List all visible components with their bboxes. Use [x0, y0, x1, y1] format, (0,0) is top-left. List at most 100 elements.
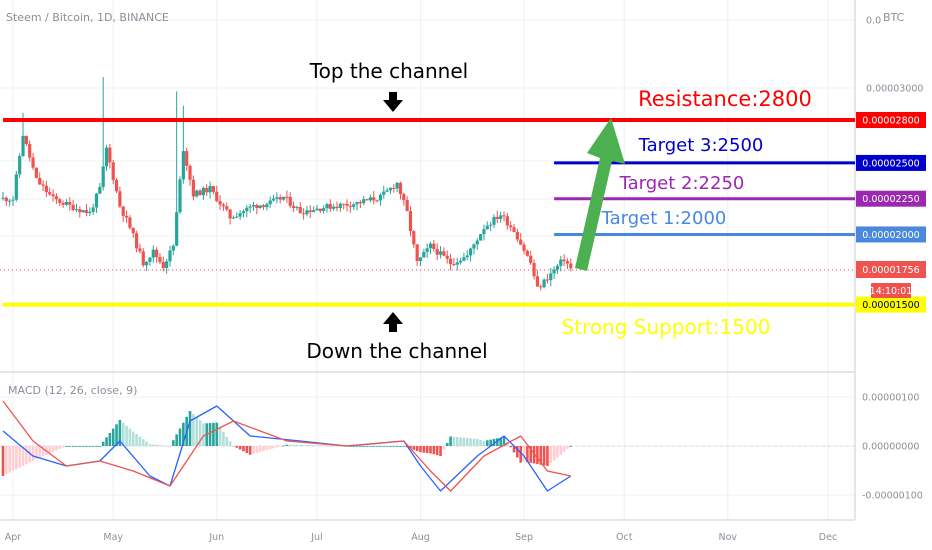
candle-2020-03-29 [1, 191, 5, 201]
candle-2020-04-27 [98, 182, 102, 195]
strong-support-price-tag: 0.00001500 [856, 296, 926, 313]
candle-2020-05-14 [155, 247, 159, 263]
candle-2020-06-23 [288, 192, 292, 208]
candle-2020-06-14 [258, 205, 262, 209]
candle-2020-04-30 [108, 144, 112, 169]
candle-2020-07-26 [398, 181, 403, 200]
candle-2020-08-13 [458, 257, 463, 265]
candle-2020-07-29 [408, 206, 413, 237]
candle-2020-08-10 [448, 253, 453, 271]
candle-2020-06-19 [275, 192, 279, 204]
svg-text:0.00001500: 0.00001500 [862, 300, 919, 311]
candle-2020-08-06 [435, 243, 439, 261]
candle-2020-06-17 [268, 196, 272, 209]
price-tick-0: 0.0 [866, 16, 881, 27]
candle-2020-05-05 [124, 210, 129, 223]
candle-2020-08-22 [489, 221, 493, 232]
candle-2020-03-31 [8, 198, 12, 207]
candle-2020-08-02 [422, 248, 426, 258]
macd-tick-2: -0.00000100 [862, 491, 923, 502]
candle-2020-08-23 [492, 214, 496, 229]
macd-tick-0: 0.00000100 [862, 393, 919, 404]
candle-2020-08-14 [462, 252, 466, 262]
candle-2020-04-19 [71, 200, 75, 212]
candle-2020-07-17 [368, 194, 372, 203]
symbol-title: Steem / Bitcoin, 1D, BINANCE [6, 11, 169, 24]
candle-2020-05-09 [138, 243, 142, 254]
candle-2020-08-03 [425, 243, 429, 258]
svg-text:0.00002250: 0.00002250 [862, 194, 919, 205]
time-tick-oct: Oct [616, 532, 633, 543]
candle-2020-05-02 [114, 178, 119, 194]
candle-2020-05-13 [151, 245, 155, 263]
svg-text:0.00002000: 0.00002000 [862, 230, 919, 241]
candle-2020-06-28 [305, 206, 309, 217]
candle-2020-05-19 [171, 244, 175, 256]
candle-2020-05-24 [188, 164, 192, 186]
annotation-layer: Top the channel Down the channel Resistanc… [306, 59, 812, 363]
candle-2020-07-24 [392, 184, 396, 193]
candle-2020-04-16 [61, 200, 65, 209]
candle-2020-04-18 [68, 197, 72, 211]
candle-2020-07-01 [315, 205, 319, 211]
candle-2020-04-20 [74, 203, 79, 213]
candle-2020-06-30 [312, 206, 316, 213]
candle-2020-08-15 [465, 250, 469, 261]
candle-2020-07-21 [382, 185, 386, 199]
candle-2020-06-08 [238, 210, 242, 220]
candle-2020-07-18 [372, 191, 376, 205]
candle-2020-05-20 [175, 91, 179, 247]
candle-2020-08-12 [455, 257, 459, 271]
candle-2020-08-28 [509, 221, 513, 232]
candle-2020-07-05 [328, 199, 332, 212]
time-tick-aug: Aug [411, 532, 430, 543]
candle-2020-08-16 [469, 247, 473, 262]
candle-2020-06-10 [245, 204, 249, 218]
candle-2020-07-25 [395, 182, 399, 193]
candle-2020-08-07 [438, 246, 443, 259]
candle-2020-06-02 [218, 195, 222, 211]
macd-macd-line [2, 405, 572, 492]
candle-2020-08-01 [418, 257, 423, 266]
candle-2020-08-30 [515, 228, 519, 243]
candle-2020-05-22 [181, 105, 185, 184]
candle-2020-06-12 [251, 201, 256, 211]
target-2-price-tag: 0.00002250 [856, 190, 926, 207]
resistance-price-tag: 0.00002800 [856, 112, 926, 128]
candle-2020-07-20 [378, 192, 383, 206]
candle-2020-04-22 [81, 209, 85, 213]
time-tick-nov: Nov [719, 532, 738, 543]
candle-2020-05-17 [165, 258, 169, 274]
candle-2020-08-26 [502, 211, 506, 222]
candle-2020-08-24 [495, 210, 499, 224]
candle-2020-07-19 [375, 199, 379, 203]
candle-2020-04-10 [41, 180, 45, 192]
candle-2020-05-25 [191, 175, 195, 201]
svg-text:0.00001756: 0.00001756 [862, 265, 919, 276]
candle-2020-09-04 [532, 259, 536, 280]
target-1-price-tag: 0.00002000 [856, 226, 926, 243]
candle-2020-08-27 [505, 213, 509, 230]
candle-2020-04-15 [58, 197, 62, 207]
candle-2020-04-03 [18, 153, 22, 179]
candle-2020-05-03 [118, 186, 122, 209]
macd-title: MACD (12, 26, close, 9) [8, 384, 137, 397]
candle-2020-06-09 [241, 209, 246, 218]
candle-2020-09-15 [569, 258, 573, 272]
candle-2020-08-25 [499, 211, 503, 223]
candle-2020-04-07 [31, 152, 35, 171]
candle-2020-09-12 [559, 255, 563, 272]
candle-2020-07-03 [322, 205, 326, 214]
top-channel-label: Top the channel [309, 59, 468, 83]
time-tick-may: May [103, 532, 123, 543]
svg-text:14:10:01: 14:10:01 [870, 286, 913, 297]
candle-2020-06-25 [295, 205, 299, 211]
price-tick-1: 0.00003000 [866, 84, 923, 95]
candle-2020-07-09 [342, 203, 346, 210]
candle-2020-05-06 [128, 215, 132, 230]
candle-2020-04-14 [54, 193, 59, 205]
candle-2020-06-29 [308, 205, 312, 219]
candle-2020-05-31 [211, 185, 216, 195]
candle-2020-07-30 [412, 230, 416, 249]
candle-2020-05-28 [201, 186, 205, 200]
